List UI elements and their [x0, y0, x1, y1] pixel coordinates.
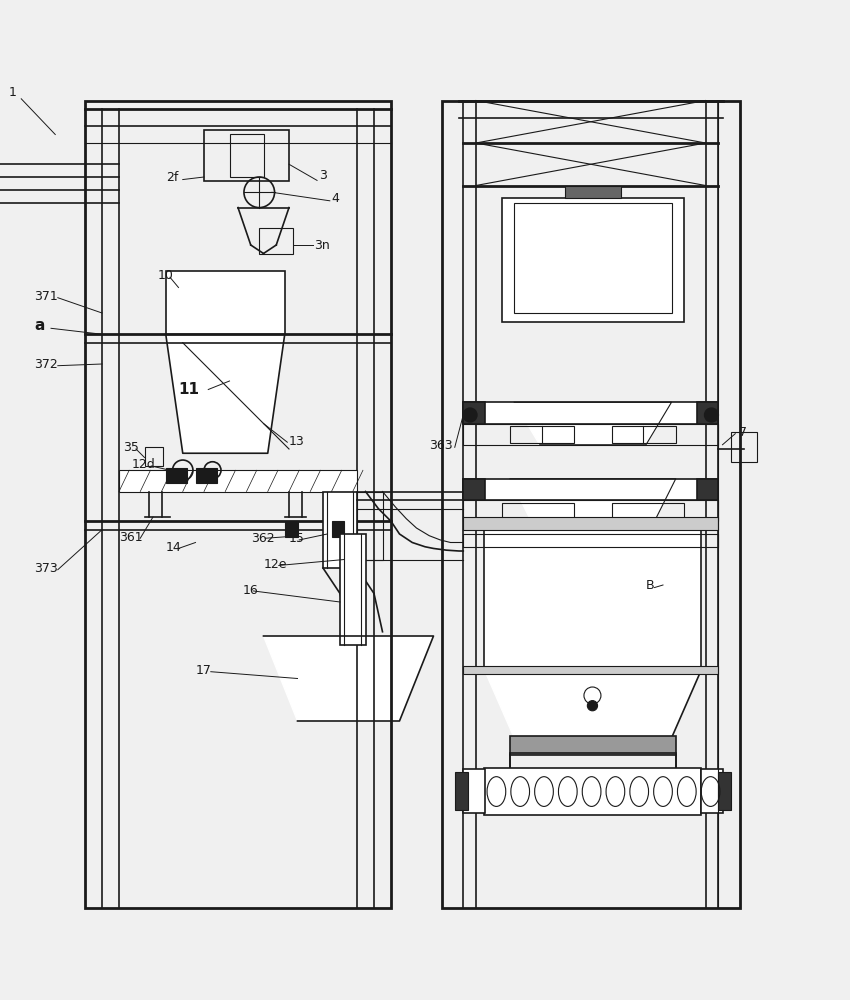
Bar: [455, 772, 468, 810]
Bar: [323, 491, 357, 568]
Bar: [697, 479, 718, 500]
Bar: [144, 447, 163, 466]
Text: 373: 373: [34, 562, 58, 575]
Bar: [340, 534, 366, 645]
Bar: [463, 479, 718, 500]
Bar: [463, 534, 718, 547]
Polygon shape: [510, 479, 676, 521]
Bar: [196, 468, 217, 483]
Bar: [463, 402, 484, 424]
Bar: [484, 521, 701, 670]
Text: 13: 13: [289, 435, 305, 448]
Bar: [510, 736, 676, 755]
Bar: [463, 402, 718, 424]
Bar: [701, 769, 722, 813]
Text: 35: 35: [123, 441, 139, 454]
Bar: [502, 198, 684, 322]
Text: B: B: [646, 579, 654, 592]
Text: 372: 372: [34, 358, 58, 371]
Text: 363: 363: [429, 439, 453, 452]
Text: 4: 4: [332, 192, 339, 206]
Circle shape: [587, 701, 598, 711]
Bar: [514, 202, 672, 313]
Bar: [332, 521, 344, 537]
Bar: [510, 426, 574, 443]
Polygon shape: [484, 670, 701, 738]
Bar: [463, 769, 484, 813]
Bar: [204, 130, 289, 181]
Bar: [718, 772, 731, 810]
Text: a: a: [34, 318, 44, 333]
Bar: [463, 479, 484, 500]
Bar: [463, 666, 718, 674]
Bar: [502, 503, 574, 520]
Text: 362: 362: [251, 532, 275, 546]
Bar: [612, 426, 676, 443]
Bar: [612, 503, 684, 520]
Bar: [510, 753, 676, 772]
Bar: [357, 491, 382, 560]
Text: 10: 10: [157, 269, 173, 282]
Bar: [718, 101, 740, 908]
Bar: [85, 101, 391, 908]
Bar: [463, 517, 718, 530]
Polygon shape: [166, 334, 285, 453]
Text: 3: 3: [319, 169, 326, 182]
Bar: [442, 101, 740, 908]
Text: 1: 1: [8, 86, 16, 99]
Bar: [731, 432, 756, 462]
Bar: [259, 228, 293, 253]
Text: 12e: 12e: [264, 558, 287, 571]
Bar: [285, 521, 297, 537]
Text: 361: 361: [119, 531, 143, 544]
Text: 371: 371: [34, 290, 58, 303]
Text: 16: 16: [242, 584, 258, 596]
Text: 7: 7: [740, 426, 747, 439]
Bar: [166, 270, 285, 334]
Polygon shape: [514, 402, 672, 445]
Text: 11: 11: [178, 382, 200, 397]
Text: 12d: 12d: [132, 458, 156, 471]
Text: 17: 17: [196, 664, 212, 677]
Text: 3n: 3n: [314, 239, 331, 252]
Circle shape: [705, 408, 718, 422]
Text: 15: 15: [289, 532, 305, 546]
Bar: [484, 768, 701, 814]
Bar: [119, 470, 357, 491]
Bar: [463, 424, 718, 445]
Text: 2f: 2f: [166, 171, 178, 184]
Polygon shape: [264, 636, 434, 721]
Circle shape: [463, 408, 477, 422]
Bar: [463, 500, 718, 521]
Bar: [166, 468, 187, 483]
Bar: [565, 186, 620, 198]
Bar: [697, 402, 718, 424]
Text: 14: 14: [166, 541, 182, 554]
Bar: [230, 134, 264, 177]
